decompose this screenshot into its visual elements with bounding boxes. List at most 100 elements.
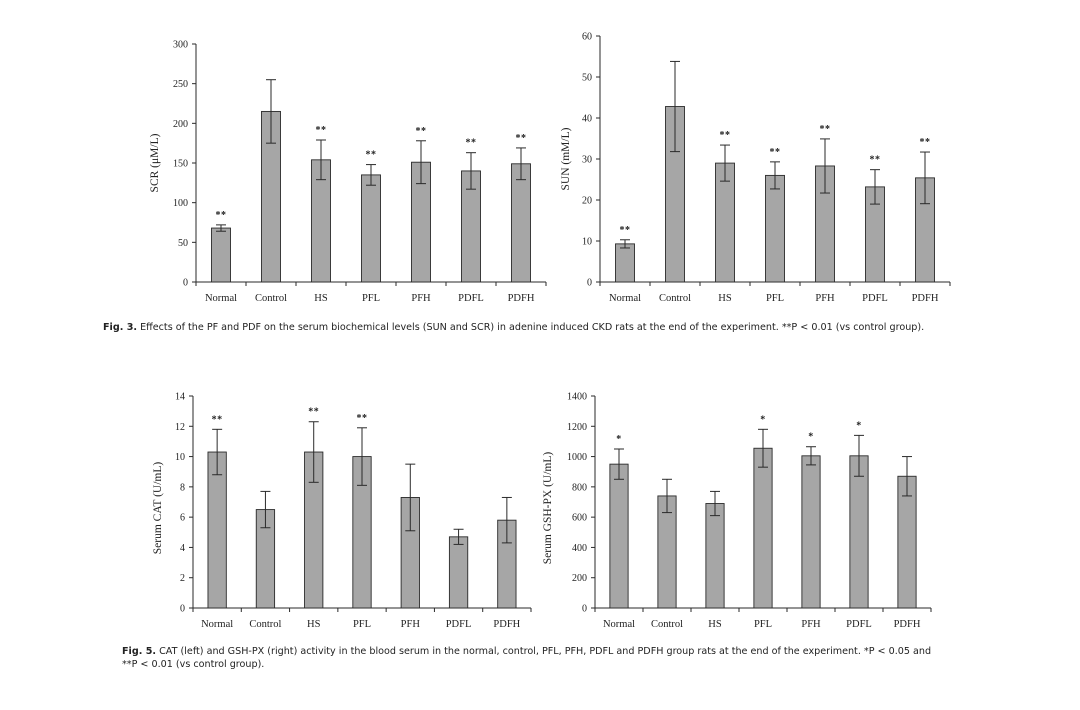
scr-y-axis-label: SCR (μM/L) <box>149 133 161 192</box>
gshpx-significance-marker: * <box>808 432 814 443</box>
gshpx-category-label: PFL <box>754 619 772 630</box>
cat-category-label: Control <box>249 619 281 630</box>
scr-significance-marker: ** <box>466 138 477 149</box>
fig5-text-line2: **P < 0.01 (vs control group). <box>122 659 265 670</box>
cat-y-tick-label: 2 <box>180 573 185 584</box>
scr-category-label: PDFH <box>508 293 535 304</box>
gshpx-y-tick-label: 0 <box>582 604 587 615</box>
gshpx-category-label: PDFL <box>846 619 872 630</box>
gshpx-significance-marker: * <box>856 420 862 431</box>
cat-y-tick-label: 6 <box>180 513 185 524</box>
gshpx-category-label: Control <box>651 619 683 630</box>
scr-y-tick-label: 200 <box>173 119 188 130</box>
gshpx-significance-marker: * <box>616 434 622 445</box>
sun-y-tick-label: 50 <box>582 73 592 84</box>
scr-significance-marker: ** <box>316 125 327 136</box>
cat-category-label: PFL <box>353 619 371 630</box>
gshpx-y-tick-label: 1400 <box>567 392 587 403</box>
sun-significance-marker: ** <box>620 225 631 236</box>
scr-y-tick-label: 250 <box>173 79 188 90</box>
scr-category-label: Control <box>255 293 287 304</box>
sun-category-label: HS <box>718 293 732 304</box>
sun-bar-pfl <box>765 174 785 283</box>
sun-significance-marker: ** <box>820 124 831 135</box>
sun-bar-normal <box>615 243 635 283</box>
scr-significance-marker: ** <box>366 150 377 161</box>
gshpx-category-label: HS <box>708 619 722 630</box>
cat-significance-marker: ** <box>212 414 223 425</box>
sun-category-label: Control <box>659 293 691 304</box>
sun-significance-marker: ** <box>770 147 781 158</box>
cat-category-label: HS <box>307 619 321 630</box>
cat-bar-pdfl <box>448 536 469 609</box>
gshpx-category-label: Normal <box>603 619 635 630</box>
gshpx-y-tick-label: 1200 <box>567 422 587 433</box>
cat-y-tick-label: 10 <box>175 452 185 463</box>
fig3-text: Effects of the PF and PDF on the serum b… <box>140 322 925 333</box>
gshpx-y-axis-label: Serum GSH-PX (U/mL) <box>542 452 554 565</box>
gshpx-bar-pdfl <box>849 455 869 609</box>
scr-y-tick-label: 150 <box>173 159 188 170</box>
cat-category-label: PDFL <box>446 619 472 630</box>
cat-category-label: Normal <box>201 619 233 630</box>
sun-category-label: PFL <box>766 293 784 304</box>
fig3-label: Fig. 3. <box>103 322 138 333</box>
sun-y-axis-label: SUN (mM/L) <box>560 127 572 190</box>
gshpx-category-label: PFH <box>801 619 821 630</box>
scr-significance-marker: ** <box>216 210 227 221</box>
gshpx-bar-pfh <box>801 455 821 609</box>
sun-y-tick-label: 20 <box>582 196 592 207</box>
fig5-caption: Fig. 5. CAT (left) and GSH-PX (right) ac… <box>122 645 982 671</box>
sun-significance-marker: ** <box>920 137 931 148</box>
gshpx-bar-hs <box>705 503 725 609</box>
gshpx-y-tick-label: 400 <box>572 543 587 554</box>
sun-significance-marker: ** <box>870 155 881 166</box>
scr-bar-normal <box>211 227 231 283</box>
sun-y-tick-label: 40 <box>582 114 592 125</box>
cat-significance-marker: ** <box>308 407 319 418</box>
gshpx-bar-normal <box>609 463 629 609</box>
sun-y-tick-label: 30 <box>582 155 592 166</box>
sun-y-tick-label: 60 <box>582 32 592 43</box>
scr-bar-pfl <box>361 174 381 283</box>
scr-category-label: HS <box>314 293 328 304</box>
sun-category-label: Normal <box>609 293 641 304</box>
cat-category-label: PDFH <box>493 619 520 630</box>
cat-category-label: PFH <box>401 619 421 630</box>
cat-y-tick-label: 4 <box>180 543 185 554</box>
cat-y-tick-label: 12 <box>175 422 185 433</box>
sun-y-tick-label: 0 <box>587 278 592 289</box>
fig5-label: Fig. 5. <box>122 646 157 657</box>
sun-category-label: PDFL <box>862 293 888 304</box>
scr-bar-pdfh <box>511 163 531 283</box>
scr-y-tick-label: 100 <box>173 198 188 209</box>
gshpx-y-tick-label: 1000 <box>567 452 587 463</box>
gshpx-y-tick-label: 600 <box>572 513 587 524</box>
sun-category-label: PFH <box>815 293 835 304</box>
cat-bar-normal <box>207 451 227 609</box>
scr-category-label: Normal <box>205 293 237 304</box>
gshpx-significance-marker: * <box>760 414 766 425</box>
scr-significance-marker: ** <box>416 126 427 137</box>
fig3-caption: Fig. 3. Effects of the PF and PDF on the… <box>103 321 983 334</box>
cat-y-tick-label: 0 <box>180 604 185 615</box>
scr-significance-marker: ** <box>516 133 527 144</box>
scr-category-label: PFH <box>411 293 431 304</box>
gshpx-y-tick-label: 800 <box>572 482 587 493</box>
gshpx-bar-pfl <box>753 447 773 609</box>
gshpx-category-label: PDFH <box>894 619 921 630</box>
scr-y-tick-label: 0 <box>183 278 188 289</box>
cat-y-axis-label: Serum CAT (U/mL) <box>152 462 164 555</box>
sun-category-label: PDFH <box>912 293 939 304</box>
scr-category-label: PDFL <box>458 293 484 304</box>
cat-y-tick-label: 14 <box>175 392 185 403</box>
cat-y-tick-label: 8 <box>180 482 185 493</box>
sun-significance-marker: ** <box>720 130 731 141</box>
fig5-text-line1: CAT (left) and GSH-PX (right) activity i… <box>159 646 932 657</box>
scr-y-tick-label: 300 <box>173 40 188 51</box>
scr-category-label: PFL <box>362 293 380 304</box>
cat-significance-marker: ** <box>357 413 368 424</box>
gshpx-y-tick-label: 200 <box>572 573 587 584</box>
scr-y-tick-label: 50 <box>178 238 188 249</box>
